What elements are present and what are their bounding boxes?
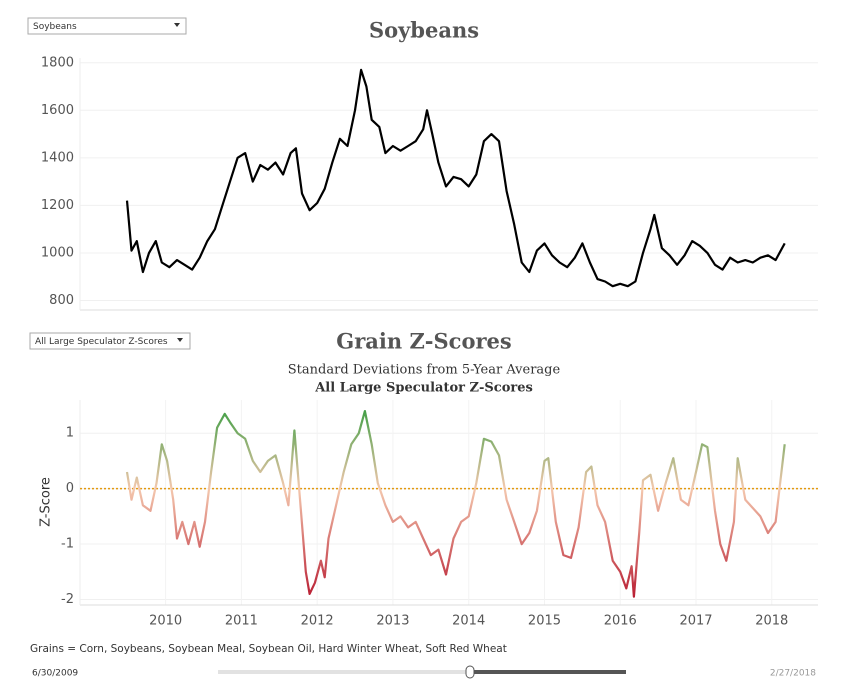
x-tick-label: 2011: [225, 614, 258, 629]
y-tick-label: 1600: [41, 103, 74, 118]
date-slider[interactable]: [218, 665, 626, 679]
slider-track[interactable]: [218, 670, 626, 674]
x-tick-label: 2012: [301, 614, 334, 629]
y-tick-label: 1200: [41, 198, 74, 213]
commodity-dropdown[interactable]: Soybeans: [27, 17, 187, 35]
footnote: Grains = Corn, Soybeans, Soybean Meal, S…: [30, 643, 507, 655]
x-tick-label: 2018: [755, 614, 788, 629]
y-tick-label: -1: [61, 537, 74, 552]
y-tick-label: -2: [61, 592, 74, 607]
x-tick-label: 2013: [376, 614, 409, 629]
x-tick-label: 2017: [679, 614, 712, 629]
dropdown-text[interactable]: Soybeans: [33, 22, 77, 32]
x-tick-label: 2015: [528, 614, 561, 629]
dropdown-text[interactable]: All Large Speculator Z-Scores: [35, 337, 168, 347]
y-tick-label: 1800: [41, 55, 74, 70]
measure-dropdown[interactable]: All Large Speculator Z-Scores: [29, 332, 191, 350]
chart-subtitle: Standard Deviations from 5-Year Average: [288, 363, 561, 378]
dropdown-arrow[interactable]: [177, 338, 183, 342]
y-tick-label: 1000: [41, 245, 74, 260]
date-end: 2/27/2018: [770, 669, 816, 679]
y-tick-label: 1: [66, 426, 74, 441]
dropdown-box[interactable]: [27, 17, 187, 35]
dropdown-arrow[interactable]: [174, 23, 180, 27]
data-line: [125, 68, 786, 288]
y-axis-label: Z-Score: [39, 477, 54, 527]
dropdown-box[interactable]: [29, 332, 191, 350]
slider-thumb[interactable]: [465, 665, 475, 679]
chart-title: Soybeans: [369, 18, 479, 43]
date-start: 6/30/2009: [32, 669, 78, 679]
data-line: [125, 410, 786, 598]
x-tick-label: 2014: [452, 614, 485, 629]
chart-subtitle: All Large Speculator Z-Scores: [314, 381, 533, 396]
y-tick-label: 800: [49, 293, 74, 308]
x-tick-label: 2016: [604, 614, 637, 629]
y-tick-label: 1400: [41, 150, 74, 165]
x-tick-label: 2010: [149, 614, 182, 629]
slider-range[interactable]: [470, 670, 626, 674]
chart-title: Grain Z-Scores: [336, 329, 511, 354]
y-tick-label: 0: [66, 481, 74, 496]
